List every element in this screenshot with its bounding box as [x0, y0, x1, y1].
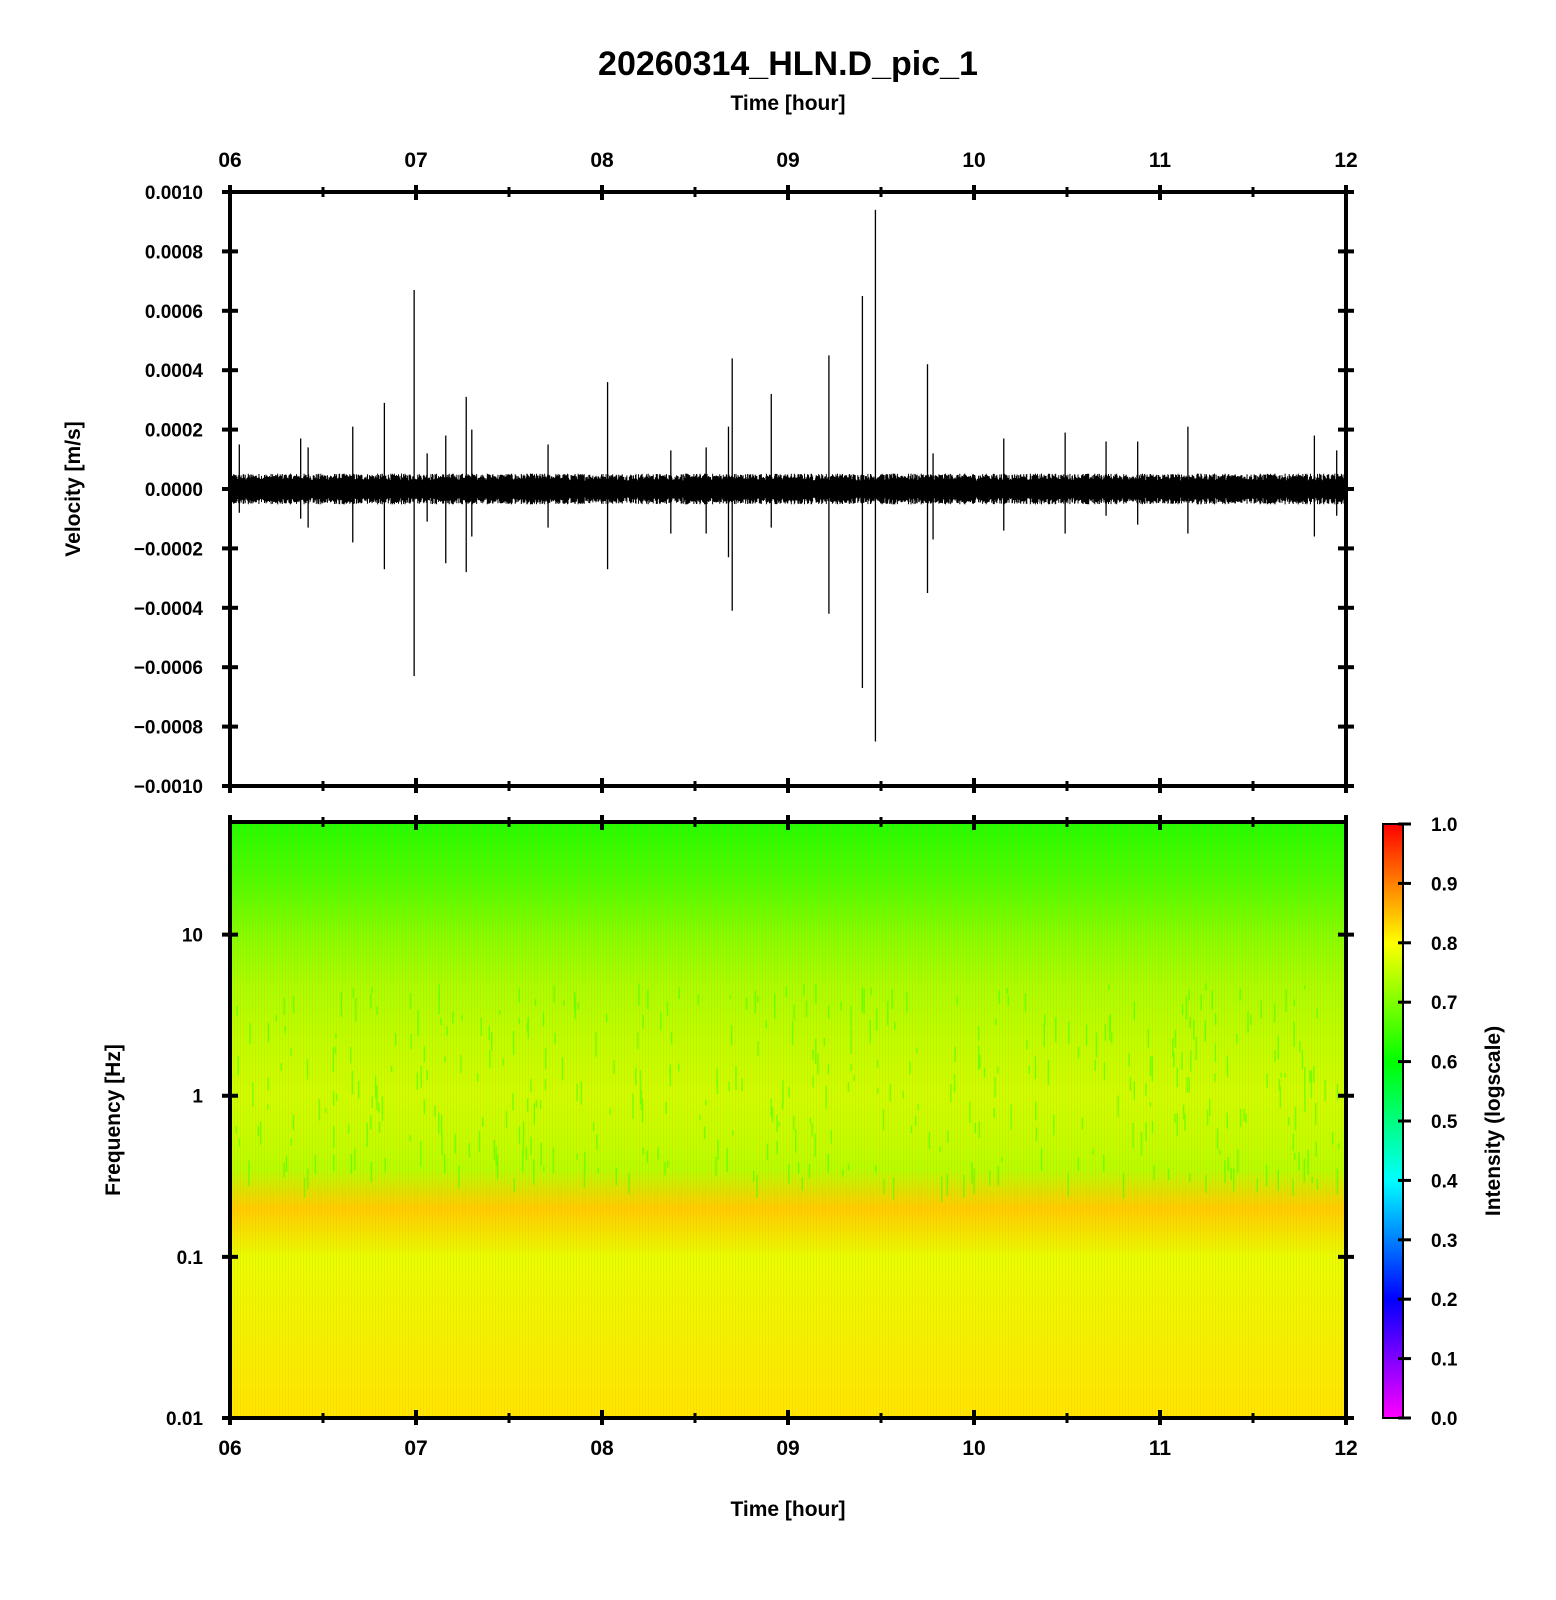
colorbar-tick-label: 0.2	[1431, 1290, 1457, 1311]
x-tick-label: 07	[404, 149, 427, 172]
colorbar-tick-label: 0.9	[1431, 874, 1457, 895]
spectrogram-panel: 06 07 08 09 10 11 12 10 1 0.1 0.01 Frequency [Hz]…	[102, 815, 1358, 1521]
x-tick-label: 08	[590, 149, 614, 172]
y-tick-label: −0.0008	[134, 718, 203, 739]
x-tick-label: 11	[1149, 149, 1172, 172]
y-tick-label: 0.0004	[145, 361, 204, 382]
waveform-y-axis-label: Velocity [m/s]	[62, 421, 85, 556]
y-tick-label: 0.0002	[145, 421, 203, 442]
y-tick-label: −0.0004	[134, 599, 204, 620]
y-tick-label: −0.0006	[134, 658, 203, 679]
waveform-panel: 06 07 08 09 10 11 12 0.00100.00080.00060.00040…	[62, 149, 1358, 798]
spectrogram-texture	[230, 822, 1346, 1418]
colorbar-tick-label: 0.4	[1431, 1171, 1458, 1192]
colorbar-tick-label: 0.5	[1431, 1112, 1458, 1133]
colorbar-tick-label: 0.7	[1431, 993, 1457, 1014]
y-tick-label: −0.0002	[134, 539, 203, 560]
colorbar-tick-label: 1.0	[1431, 815, 1457, 836]
chart-title: 20260314_HLN.D_pic_1	[598, 45, 978, 83]
y-tick-label: 10	[182, 926, 203, 947]
x-tick-label: 07	[404, 1437, 427, 1460]
y-tick-label: 0.01	[166, 1409, 203, 1430]
colorbar-tick-label: 0.0	[1431, 1409, 1457, 1430]
colorbar-ticks: 1.0 0.9 0.8 0.7 0.6 0.5 0.4 0.3 0.2 0.1 0.0	[1398, 815, 1458, 1430]
colorbar-tick-label: 0.3	[1431, 1231, 1457, 1252]
spectrogram-speckle	[235, 983, 1340, 1202]
x-tick-label: 10	[962, 149, 985, 172]
spectrogram-y-ticks: 10 1 0.1 0.01	[166, 926, 1354, 1430]
top-x-axis-label: Time [hour]	[730, 92, 845, 115]
x-tick-label: 10	[962, 1437, 985, 1460]
spectrogram-y-axis-label: Frequency [Hz]	[102, 1044, 125, 1196]
x-tick-label: 12	[1334, 1437, 1357, 1460]
y-tick-label: 0.0008	[145, 242, 203, 263]
x-tick-label: 12	[1334, 149, 1357, 172]
waveform-x-ticks: 06 07 08 09 10 11 12	[218, 149, 1358, 793]
y-tick-label: 1	[192, 1087, 203, 1108]
colorbar-tick-label: 0.8	[1431, 934, 1457, 955]
y-tick-label: −0.0010	[134, 777, 203, 798]
x-tick-label: 08	[590, 1437, 614, 1460]
colorbar-label: Intensity (logscale)	[1482, 1026, 1505, 1216]
y-tick-label: 0.0000	[145, 480, 203, 501]
waveform-spikes	[238, 209, 1338, 742]
x-tick-label: 09	[776, 1437, 799, 1460]
x-tick-label: 09	[776, 149, 799, 172]
y-tick-label: 0.0006	[145, 302, 203, 323]
y-tick-label: 0.0010	[145, 183, 203, 204]
y-tick-label: 0.1	[177, 1248, 204, 1269]
bottom-x-axis-label: Time [hour]	[730, 1498, 845, 1521]
colorbar: 1.0 0.9 0.8 0.7 0.6 0.5 0.4 0.3 0.2 0.1 0.0 Intens…	[1382, 815, 1505, 1430]
x-tick-label: 06	[218, 149, 241, 172]
waveform-trace	[230, 473, 1346, 505]
spectrogram-streaks	[235, 983, 1340, 1202]
waveform-core	[230, 482, 1346, 496]
waveform-y-ticks: 0.0010 0.0008 0.0006 0.0004 0.0002 0.0000 −0.0…	[134, 183, 1354, 798]
colorbar-tick-label: 0.6	[1431, 1053, 1457, 1074]
colorbar-tick-label: 0.1	[1431, 1350, 1458, 1371]
spectrogram-x-ticks: 06 07 08 09 10 11 12	[218, 815, 1358, 1460]
x-tick-label: 06	[218, 1437, 241, 1460]
x-tick-label: 11	[1149, 1437, 1172, 1460]
